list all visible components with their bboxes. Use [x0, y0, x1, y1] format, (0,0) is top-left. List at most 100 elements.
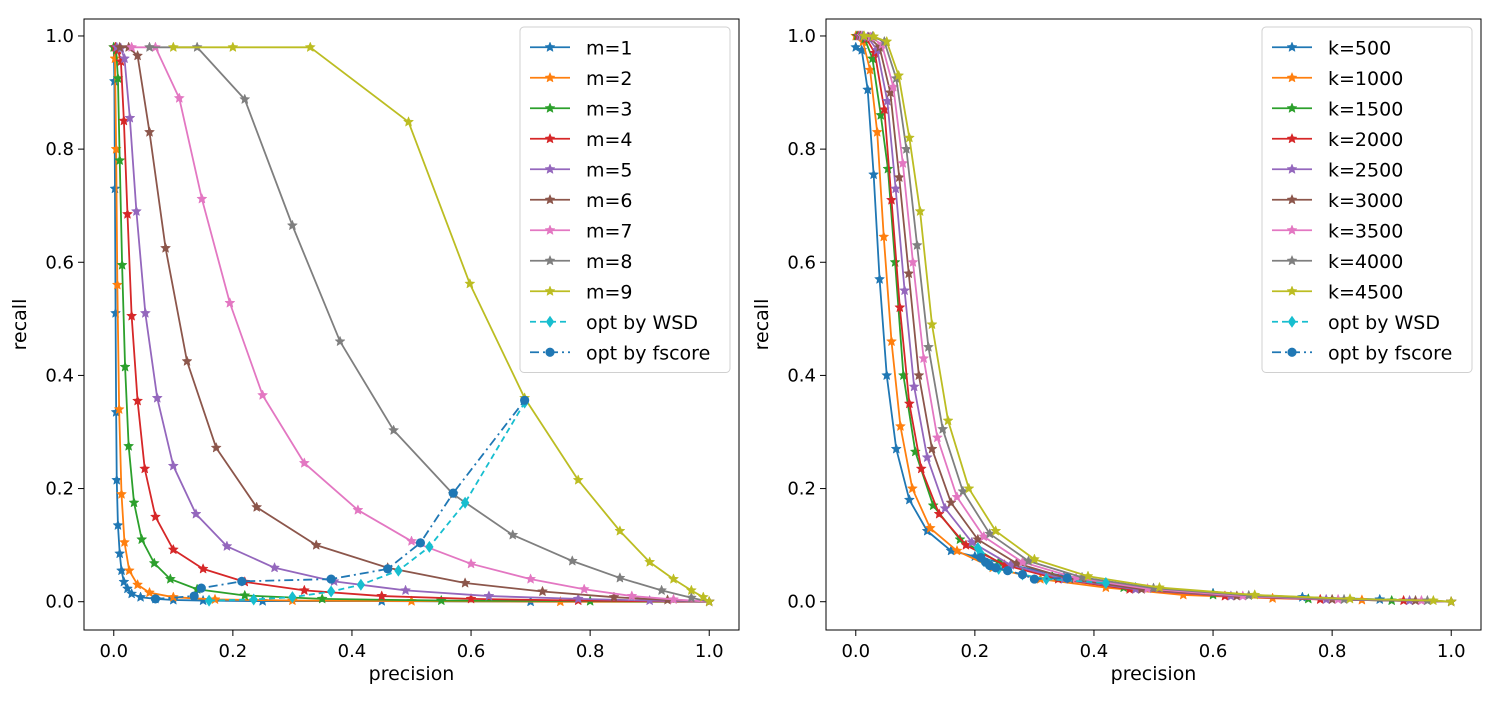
- series-8: [858, 30, 1457, 607]
- data-point: [931, 431, 943, 443]
- data-point: [298, 457, 310, 468]
- data-point: [113, 403, 125, 415]
- data-point: [572, 593, 584, 604]
- y-axis-label: recall: [9, 299, 31, 351]
- data-point: [210, 441, 222, 453]
- data-point: [644, 556, 656, 567]
- data-point: [249, 593, 258, 606]
- data-point: [383, 564, 393, 574]
- data-point: [893, 69, 905, 81]
- data-point: [334, 335, 346, 347]
- data-point: [991, 563, 1001, 573]
- data-point: [221, 540, 233, 552]
- data-point: [388, 424, 400, 436]
- data-point: [111, 279, 123, 290]
- legend-marker: [1286, 285, 1298, 296]
- legend-marker: [544, 132, 556, 144]
- data-point: [572, 474, 584, 485]
- data-point: [525, 573, 537, 584]
- legend-marker: [1286, 41, 1298, 52]
- legend-label: opt by fscore: [586, 342, 710, 364]
- legend-marker: [545, 347, 555, 357]
- data-point: [149, 510, 162, 522]
- data-point: [167, 543, 179, 555]
- data-point: [167, 591, 179, 602]
- y-tick-label: 0.0: [787, 592, 816, 613]
- data-point: [115, 488, 128, 499]
- data-point: [685, 584, 697, 596]
- legend-marker: [1286, 224, 1298, 235]
- legend-item: m=7: [530, 220, 633, 242]
- legend-item: k=3000: [1272, 190, 1403, 212]
- data-point: [126, 41, 138, 53]
- plot-area: [108, 41, 715, 607]
- data-point: [239, 93, 251, 105]
- data-point: [1082, 570, 1094, 581]
- legend-marker: [544, 254, 556, 266]
- data-point: [448, 488, 458, 498]
- data-point: [288, 591, 297, 604]
- data-point: [897, 157, 909, 168]
- data-point: [197, 563, 209, 574]
- legend-item: k=1500: [1272, 98, 1403, 120]
- data-point: [310, 539, 322, 550]
- data-point: [913, 369, 925, 381]
- data-point: [376, 590, 388, 601]
- data-point: [885, 335, 898, 347]
- data-point: [139, 307, 151, 318]
- data-point: [894, 420, 906, 432]
- y-tick-label: 0.2: [45, 479, 74, 500]
- data-point: [903, 267, 915, 279]
- data-point: [868, 168, 880, 180]
- data-point: [926, 443, 938, 454]
- legend-label: opt by WSD: [586, 312, 698, 334]
- data-point: [143, 41, 156, 53]
- data-point: [435, 594, 447, 606]
- legend-item: opt by WSD: [1272, 312, 1440, 334]
- legend-marker: [1286, 163, 1298, 174]
- data-point: [914, 205, 926, 217]
- series-9: [204, 396, 529, 607]
- data-point: [890, 443, 902, 454]
- legend-label: k=4500: [1328, 281, 1403, 303]
- data-point: [626, 590, 638, 601]
- y-tick-label: 0.6: [45, 252, 74, 273]
- data-point: [196, 583, 206, 593]
- y-tick-label: 0.0: [45, 592, 74, 613]
- legend-item: k=3500: [1272, 220, 1403, 242]
- legend-marker: [544, 71, 556, 83]
- data-point: [858, 30, 870, 41]
- data-point: [167, 460, 179, 471]
- legend-label: m=4: [586, 129, 633, 151]
- data-point: [963, 482, 975, 494]
- legend-label: m=1: [586, 37, 633, 59]
- legend-label: k=2500: [1328, 159, 1403, 181]
- legend-item: k=4500: [1272, 281, 1403, 303]
- data-point: [257, 389, 269, 400]
- data-point: [167, 41, 179, 53]
- data-point: [286, 219, 298, 231]
- data-point: [926, 318, 938, 330]
- legend-label: k=1500: [1328, 98, 1403, 120]
- data-point: [871, 126, 883, 137]
- legend-label: k=500: [1328, 37, 1391, 59]
- data-point: [1249, 589, 1261, 600]
- legend-label: m=9: [586, 281, 633, 303]
- data-point: [394, 564, 403, 577]
- data-point: [135, 591, 147, 602]
- data-point: [951, 544, 963, 556]
- data-point: [942, 414, 954, 426]
- legend-item: k=4000: [1272, 251, 1403, 273]
- x-tick-label: 0.2: [219, 641, 248, 662]
- data-point: [190, 508, 202, 519]
- data-point: [143, 126, 156, 137]
- data-point: [118, 536, 131, 548]
- y-tick-label: 0.2: [787, 479, 816, 500]
- data-point: [614, 572, 626, 583]
- legend-marker: [1286, 102, 1298, 113]
- legend-label: m=6: [586, 190, 633, 212]
- data-point: [237, 576, 247, 586]
- legend-marker: [544, 224, 556, 235]
- legend-marker: [544, 102, 556, 113]
- data-point: [130, 205, 142, 217]
